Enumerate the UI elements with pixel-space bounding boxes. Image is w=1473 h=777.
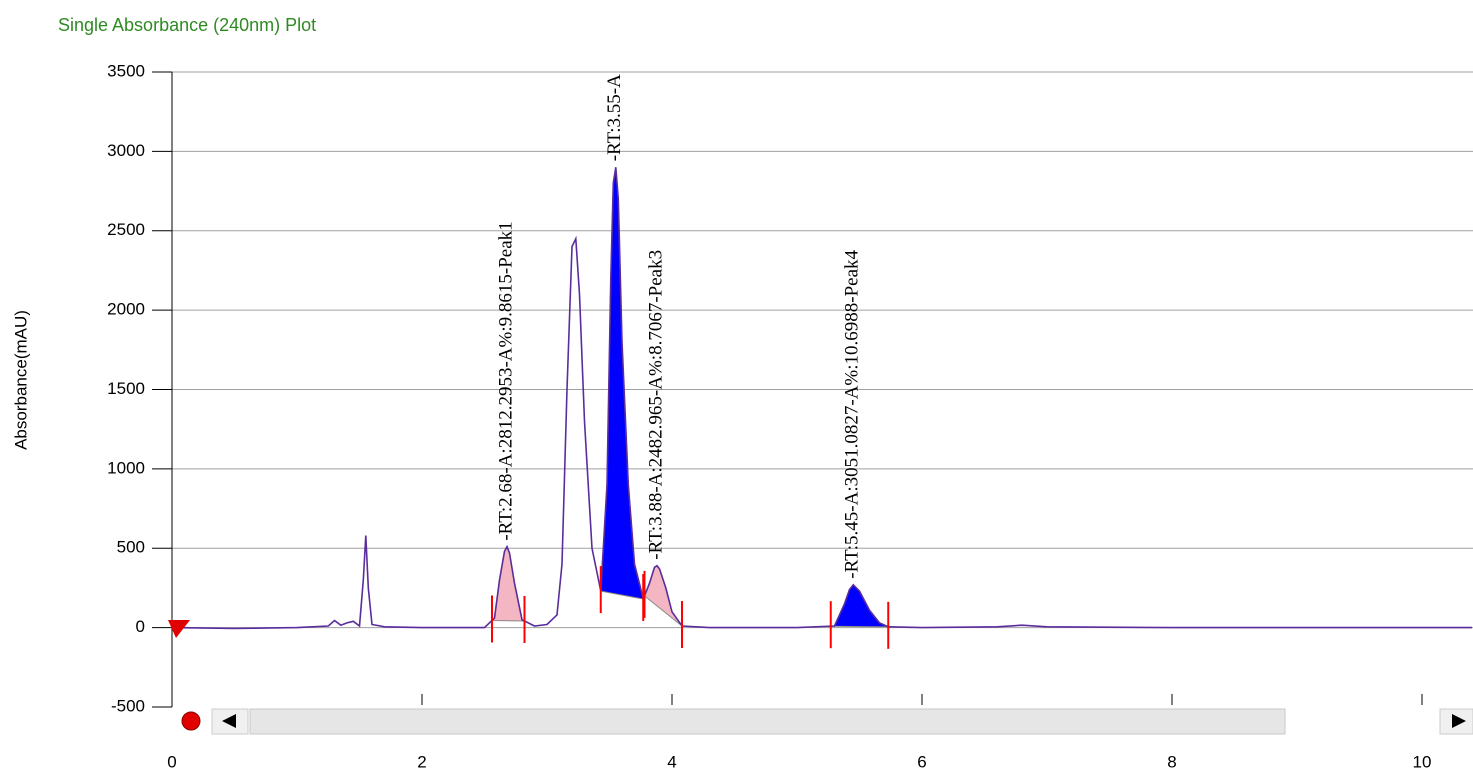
y-tick-label: 3500 — [107, 61, 145, 80]
grid: -500 0 500 1000 1500 2000 2500 3000 3500 0 2 4 6 8 10 — [107, 61, 1473, 771]
peak-label: -RT:2.68-A:2812.2953-A%:9.8615-Peak1 — [495, 221, 516, 540]
peak-fills — [490, 167, 889, 628]
arrow-left-icon — [222, 714, 236, 728]
y-tick-label: 1500 — [107, 379, 145, 398]
arrow-right-icon — [1452, 714, 1466, 728]
chromatogram-line — [171, 167, 1472, 630]
peak-label: -RT:3.55-A — [604, 74, 625, 161]
y-tick-label: 0 — [136, 617, 145, 636]
y-tick-label: 500 — [117, 538, 145, 557]
y-tick-label: 1000 — [107, 458, 145, 477]
peak-label: -RT:3.88-A:2482.965-A%:8.7067-Peak3 — [645, 250, 666, 560]
y-tick-label: 3000 — [107, 141, 145, 160]
origin-marker — [168, 620, 190, 638]
record-button[interactable] — [181, 711, 201, 731]
x-tick-label: 6 — [917, 752, 926, 771]
trace — [171, 167, 1472, 630]
y-tick-label: -500 — [111, 696, 145, 715]
x-tick-label: 2 — [417, 752, 426, 771]
x-tick-label: 10 — [1413, 752, 1432, 771]
y-tick-label: 2500 — [107, 220, 145, 239]
scrollbar[interactable] — [172, 708, 1473, 736]
x-tick-label: 8 — [1167, 752, 1176, 771]
x-tick-label: 4 — [667, 752, 676, 771]
peak-area — [600, 167, 644, 600]
y-axis-label: Absorbance(mAU) — [11, 310, 30, 450]
y-tick-label: 2000 — [107, 300, 145, 319]
scroll-thumb[interactable] — [249, 708, 1286, 735]
peak-label: -RT:5.45-A:3051.0827-A%:10.6988-Peak4 — [842, 249, 863, 578]
chart-title: Single Absorbance (240nm) Plot — [58, 15, 316, 35]
x-tick-label: 0 — [167, 752, 176, 771]
overlay: -RT:2.68-A:2812.2953-A%:9.8615-Peak1 -RT:… — [491, 74, 890, 649]
